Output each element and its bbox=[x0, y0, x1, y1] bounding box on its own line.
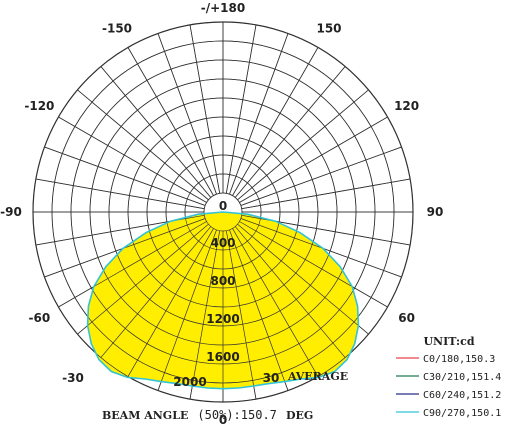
angle-tick-label: -30 bbox=[62, 371, 84, 385]
legend: C0/180,150.3 C30/210,151.4 C60/240,151.2 C9… bbox=[396, 354, 501, 419]
grid-spoke-overlay bbox=[237, 89, 369, 201]
grid-spoke-overlay bbox=[239, 116, 388, 203]
grid-spoke-overlay bbox=[77, 89, 209, 201]
legend-entry: C0/180,150.3 bbox=[423, 354, 495, 365]
grid-spoke-overlay bbox=[127, 228, 214, 377]
grid-spoke-overlay bbox=[225, 230, 257, 400]
grid-spoke-overlay bbox=[189, 24, 221, 194]
angle-tick-label: 30 bbox=[263, 371, 280, 385]
average-label: AVERAGE bbox=[287, 370, 348, 383]
grid-spoke-overlay bbox=[237, 223, 369, 335]
radial-tick-label: 400 bbox=[210, 236, 235, 250]
grid-ring-overlay bbox=[108, 97, 338, 327]
angle-tick-label: 120 bbox=[394, 99, 419, 113]
grid-spoke-overlay bbox=[100, 66, 212, 198]
grid-spoke-overlay bbox=[239, 221, 388, 308]
grid-ring-overlay bbox=[127, 116, 319, 308]
grid-ring-overlay bbox=[51, 40, 395, 384]
grid-spoke-overlay bbox=[229, 229, 289, 391]
beam-angle-prefix: BEAM ANGLE bbox=[102, 409, 188, 422]
angle-tick-label: 150 bbox=[316, 21, 341, 35]
grid-spoke-overlay bbox=[229, 33, 289, 195]
unit-label: UNIT:cd bbox=[423, 335, 474, 348]
grid-spoke-overlay bbox=[77, 223, 209, 335]
grid-spoke-overlay bbox=[157, 33, 217, 195]
angle-tick-label: -/+180 bbox=[201, 1, 245, 15]
angle-tick-labels: -/+180 -150 150 -120 120 -90 90 -60 60 -30 30 0 bbox=[0, 1, 443, 426]
series-line-c90 bbox=[86, 211, 360, 390]
angle-tick-label: -90 bbox=[0, 205, 22, 219]
angle-tick-label: -120 bbox=[24, 99, 54, 113]
grid-spoke-overlay bbox=[100, 226, 212, 358]
grid-spoke-overlay bbox=[157, 229, 217, 391]
grid-spoke-overlay bbox=[44, 146, 206, 206]
grid-ring-overlay bbox=[165, 154, 281, 270]
angle-tick-label: -60 bbox=[29, 311, 51, 325]
legend-entry: C90/270,150.1 bbox=[423, 408, 501, 419]
grid-ring-overlay bbox=[70, 59, 376, 365]
grid-spoke-overlay bbox=[240, 146, 402, 206]
radial-tick-label: 0 bbox=[219, 199, 227, 213]
beam-angle-value: (50%):150.7 bbox=[197, 408, 276, 422]
grid-ring-overlay bbox=[32, 21, 414, 403]
angle-tick-label: 60 bbox=[398, 311, 415, 325]
grid-spoke-overlay bbox=[234, 226, 346, 358]
radial-tick-label: 1200 bbox=[206, 312, 239, 326]
intensity-curve bbox=[32, 21, 414, 403]
grid-spoke-overlay bbox=[35, 178, 205, 210]
grid-ring-overlay bbox=[203, 192, 243, 232]
grid-spoke-overlay bbox=[58, 116, 207, 203]
grid-ring-overlay bbox=[146, 135, 300, 289]
angle-tick-label: 90 bbox=[427, 205, 444, 219]
grid-ring-overlay bbox=[184, 173, 262, 251]
grid-spoke-overlay bbox=[232, 47, 319, 196]
legend-entry: C30/210,151.4 bbox=[423, 372, 501, 383]
legend-entry: C60/240,151.2 bbox=[423, 390, 501, 401]
grid-spoke-overlay bbox=[225, 24, 257, 194]
grid-ring-overlay bbox=[89, 78, 357, 346]
angle-tick-label: 0 bbox=[219, 413, 227, 426]
grid-spoke-overlay bbox=[234, 66, 346, 198]
beam-angle-label: BEAM ANGLE (50%):150.7 DEG bbox=[102, 404, 313, 423]
radial-tick-label: 800 bbox=[210, 274, 235, 288]
beam-angle-suffix: DEG bbox=[286, 409, 313, 422]
radial-tick-label: 2000 bbox=[173, 375, 206, 389]
radial-tick-label: 1600 bbox=[206, 350, 239, 364]
grid-spoke-overlay bbox=[189, 230, 221, 400]
grid-spoke-overlay bbox=[241, 178, 411, 210]
grid-spoke-overlay bbox=[127, 47, 214, 196]
grid-spoke-overlay bbox=[58, 221, 207, 308]
grid-spoke-overlay bbox=[232, 228, 319, 377]
angle-tick-label: -150 bbox=[102, 21, 132, 35]
